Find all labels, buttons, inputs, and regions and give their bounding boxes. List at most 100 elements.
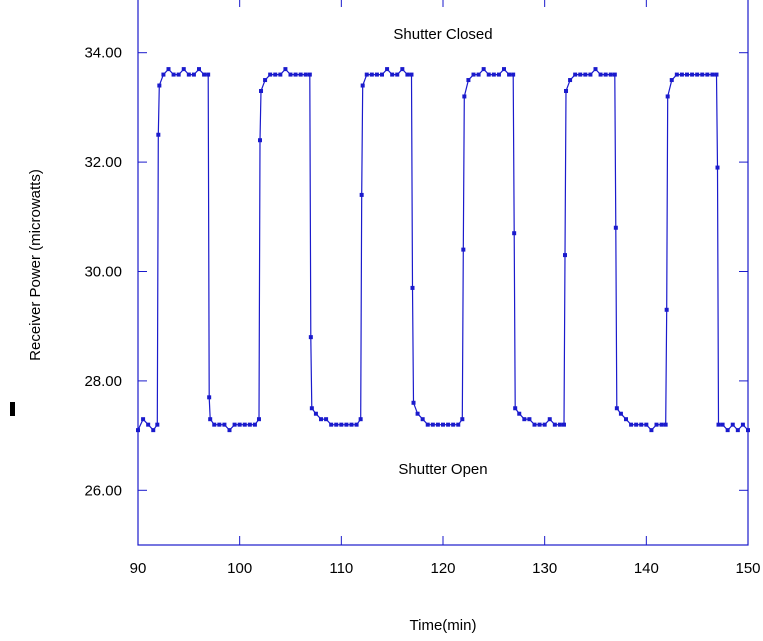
data-point: [481, 67, 486, 72]
axis-ticks: [137, 0, 749, 545]
data-point: [612, 72, 617, 77]
data-point: [227, 428, 232, 433]
data-point: [618, 411, 623, 416]
annotation-layer: Shutter Closed Shutter Open: [393, 26, 492, 478]
data-point: [725, 428, 730, 433]
data-point: [259, 88, 264, 93]
data-point: [568, 78, 573, 83]
data-point: [441, 422, 445, 427]
data-point: [344, 422, 349, 427]
data-point: [395, 72, 400, 77]
data-point: [307, 72, 312, 77]
x-axis-label: Time(min): [410, 617, 477, 634]
data-point: [598, 72, 603, 77]
data-point: [319, 417, 323, 422]
data-point: [629, 422, 634, 427]
series-line: [137, 68, 749, 432]
data-point: [303, 72, 308, 77]
y-tick-label: 28.00: [84, 373, 122, 390]
data-point: [522, 417, 527, 422]
data-point: [212, 422, 217, 427]
x-tick-label: 110: [329, 560, 353, 577]
data-point: [161, 72, 166, 77]
data-point: [359, 192, 364, 197]
data-point: [460, 417, 465, 422]
data-point: [237, 422, 242, 427]
data-point: [141, 417, 146, 422]
data-point: [263, 78, 268, 83]
data-point: [309, 406, 314, 411]
data-point: [649, 428, 654, 433]
data-point: [557, 422, 562, 427]
data-point: [456, 422, 461, 427]
data-point: [410, 285, 415, 290]
x-tick-label: 140: [634, 560, 659, 577]
data-point: [496, 72, 501, 77]
data-point: [685, 72, 689, 77]
data-point: [181, 67, 186, 72]
data-point: [644, 422, 649, 427]
data-point: [136, 428, 140, 433]
data-point: [665, 94, 670, 99]
data-point: [202, 72, 207, 77]
data-point: [151, 428, 156, 433]
y-tick-label: 34.00: [84, 45, 122, 62]
data-point: [430, 422, 435, 427]
data-point: [268, 72, 273, 77]
data-point: [385, 67, 390, 72]
data-point: [446, 422, 451, 427]
data-point: [155, 422, 160, 427]
data-point: [197, 67, 201, 72]
annotation-label: Shutter Closed: [393, 26, 492, 43]
y-tick-label: 32.00: [84, 154, 122, 171]
data-point: [532, 422, 537, 427]
data-point: [420, 417, 425, 422]
data-point: [705, 72, 710, 77]
data-point: [273, 72, 278, 77]
tick-labels: 90 100 110 120 130 140 150 26.00 28.00 30.00 32.00…: [84, 45, 760, 577]
data-point: [517, 411, 522, 416]
x-tick-label: 100: [227, 560, 252, 577]
data-point: [405, 72, 410, 77]
data-point: [176, 72, 181, 77]
data-point: [593, 67, 598, 72]
data-point: [278, 72, 283, 77]
data-point: [288, 72, 293, 77]
data-point: [654, 422, 659, 427]
data-point: [740, 422, 745, 427]
data-point: [156, 132, 161, 137]
data-point: [191, 72, 196, 77]
data-point: [339, 422, 344, 427]
data-point: [720, 422, 725, 427]
data-point: [583, 72, 588, 77]
data-point: [542, 422, 547, 427]
data-point: [298, 72, 303, 77]
data-point: [624, 417, 628, 422]
x-tick-label: 120: [430, 560, 455, 577]
data-point: [714, 72, 719, 77]
data-point: [466, 78, 471, 83]
data-point: [222, 422, 227, 427]
data-point: [242, 422, 247, 427]
data-point: [730, 422, 735, 427]
data-point: [669, 78, 674, 83]
data-point: [374, 72, 379, 77]
data-point: [349, 422, 354, 427]
data-point: [411, 400, 416, 405]
data-point: [695, 72, 700, 77]
data-point: [360, 83, 365, 88]
data-point: [735, 428, 740, 433]
data-point: [513, 406, 518, 411]
data-point: [512, 231, 517, 236]
data-point: [634, 422, 639, 427]
data-point: [369, 72, 374, 77]
data-point: [716, 422, 721, 427]
data-point: [157, 83, 162, 88]
data-point: [547, 417, 552, 422]
data-point: [435, 422, 440, 427]
data-point: [256, 417, 261, 422]
data-point: [710, 72, 715, 77]
data-point: [283, 67, 288, 72]
data-point: [252, 422, 257, 427]
